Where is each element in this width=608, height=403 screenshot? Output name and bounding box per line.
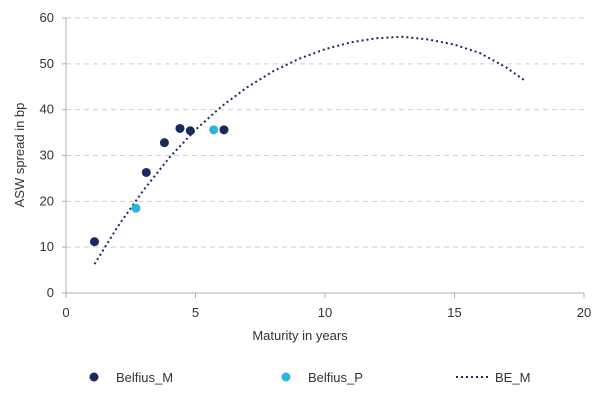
x-tick-label: 20 — [577, 305, 591, 320]
data-point-belfius-m — [89, 237, 99, 247]
data-point-belfius-p — [131, 203, 141, 213]
x-tick-label: 15 — [447, 305, 461, 320]
x-axis-title: Maturity in years — [252, 328, 348, 343]
legend-label-belfius-p: Belfius_P — [308, 370, 363, 385]
data-point-belfius-m — [175, 123, 185, 133]
gridlines — [66, 17, 584, 248]
x-tick-label: 0 — [62, 305, 69, 320]
series-line-be-m — [93, 35, 525, 265]
y-axis-title: ASW spread in bp — [12, 103, 27, 208]
y-tick-label: 0 — [47, 285, 54, 300]
legend: Belfius_M Belfius_P BE_M — [89, 370, 530, 385]
axes — [65, 18, 584, 294]
y-tick-label: 10 — [40, 239, 54, 254]
series-layer — [89, 35, 525, 265]
legend-label-belfius-m: Belfius_M — [116, 370, 173, 385]
y-tick-label: 30 — [40, 148, 54, 163]
y-tick-label: 20 — [40, 193, 54, 208]
data-point-belfius-p — [209, 125, 219, 135]
data-point-belfius-m — [219, 125, 229, 135]
data-point-belfius-m — [141, 167, 151, 177]
data-point-belfius-m — [159, 138, 169, 148]
legend-marker-belfius-m — [89, 372, 99, 382]
legend-label-be-m: BE_M — [495, 370, 530, 385]
tick-labels: 0 10 20 30 40 50 60 0 5 10 15 20 — [40, 10, 592, 320]
x-tick-label: 5 — [192, 305, 199, 320]
x-tick-label: 10 — [318, 305, 332, 320]
y-tick-label: 40 — [40, 102, 54, 117]
legend-marker-belfius-p — [281, 372, 291, 382]
y-tick-label: 50 — [40, 56, 54, 71]
data-point-belfius-m — [185, 126, 195, 136]
y-tick-label: 60 — [40, 10, 54, 25]
